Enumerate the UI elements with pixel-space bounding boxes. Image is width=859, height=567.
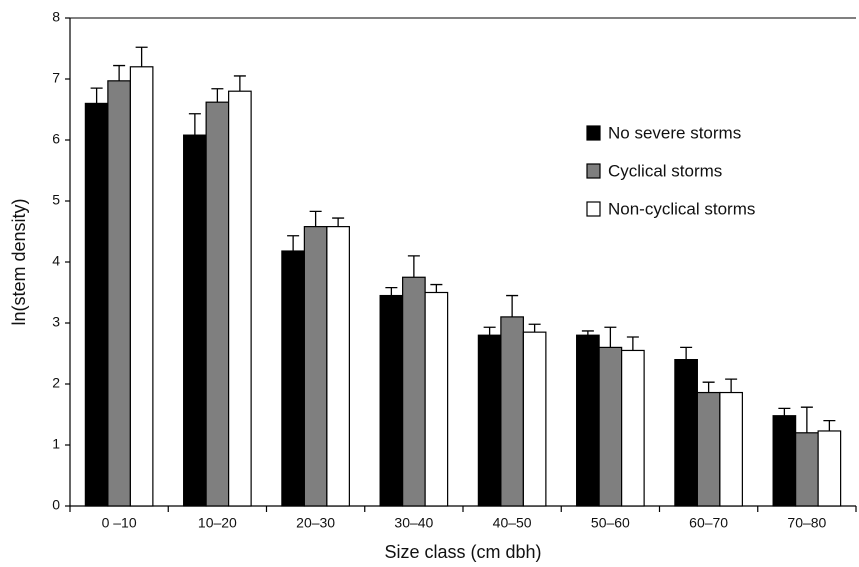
error-bar xyxy=(430,283,443,293)
bar xyxy=(674,359,698,507)
bar xyxy=(129,66,154,507)
error-bar xyxy=(626,336,639,351)
bar xyxy=(696,391,721,507)
error-bar xyxy=(332,217,345,227)
error-bar xyxy=(309,210,322,227)
error-bar xyxy=(604,326,617,348)
x-tick-label: 30–40 xyxy=(394,515,433,531)
error-bar xyxy=(135,46,148,67)
y-axis-title: ln(stem density) xyxy=(9,198,29,325)
error-bar xyxy=(800,406,813,433)
y-tick-label: 5 xyxy=(52,192,60,208)
y-tick-label: 8 xyxy=(52,9,60,25)
bar xyxy=(205,101,230,507)
bar xyxy=(183,134,207,507)
bar xyxy=(719,391,743,507)
y-tick-label: 0 xyxy=(52,497,60,513)
bar xyxy=(379,294,404,507)
bar xyxy=(621,349,645,507)
legend-text: No severe storms xyxy=(608,123,741,142)
bar xyxy=(424,291,449,507)
error-bar xyxy=(725,378,738,393)
bar xyxy=(84,102,109,507)
error-bar xyxy=(385,286,398,296)
bar xyxy=(817,430,842,507)
error-bar xyxy=(113,64,126,81)
x-tick-label: 50–60 xyxy=(591,515,630,531)
y-tick-label: 6 xyxy=(52,131,60,147)
bar xyxy=(576,334,600,507)
y-tick-label: 2 xyxy=(52,375,60,391)
legend-swatch xyxy=(586,163,601,179)
error-bar xyxy=(407,255,420,278)
legend-text: Non-cyclical storms xyxy=(608,199,755,218)
error-bar xyxy=(90,87,103,104)
x-tick-label: 0 –10 xyxy=(102,515,137,531)
legend-text: Cyclical storms xyxy=(608,161,722,180)
legend-swatch xyxy=(586,125,601,141)
x-tick-label: 60–70 xyxy=(689,515,728,531)
bar xyxy=(598,346,623,507)
error-bar xyxy=(680,346,693,360)
error-bar xyxy=(483,326,496,336)
error-bar xyxy=(211,88,224,103)
bar xyxy=(500,316,524,507)
error-bar xyxy=(702,381,715,393)
bar xyxy=(402,276,426,507)
x-tick-label: 70–80 xyxy=(787,515,826,531)
error-bar xyxy=(528,323,541,333)
y-tick-label: 3 xyxy=(52,314,60,330)
x-axis-title: Size class (cm dbh) xyxy=(384,542,541,562)
y-tick-label: 4 xyxy=(52,253,60,269)
bar xyxy=(107,80,131,507)
y-tick-label: 7 xyxy=(52,70,60,86)
x-tick-label: 10–20 xyxy=(198,515,237,531)
error-bar xyxy=(188,113,201,136)
bar xyxy=(522,331,547,507)
bar xyxy=(303,226,328,507)
bar xyxy=(795,432,819,507)
bar xyxy=(772,415,797,507)
bar xyxy=(281,250,305,507)
x-tick-label: 40–50 xyxy=(493,515,532,531)
error-bar xyxy=(778,407,791,416)
x-tick-label: 20–30 xyxy=(296,515,335,531)
error-bar xyxy=(581,330,594,336)
error-bar xyxy=(506,294,519,317)
y-tick-label: 1 xyxy=(52,436,60,452)
error-bar xyxy=(233,75,246,92)
bar xyxy=(326,226,350,507)
error-bar xyxy=(287,235,300,252)
bar xyxy=(228,90,252,507)
legend-swatch xyxy=(586,201,601,217)
bar xyxy=(477,334,502,507)
error-bar xyxy=(823,419,836,431)
